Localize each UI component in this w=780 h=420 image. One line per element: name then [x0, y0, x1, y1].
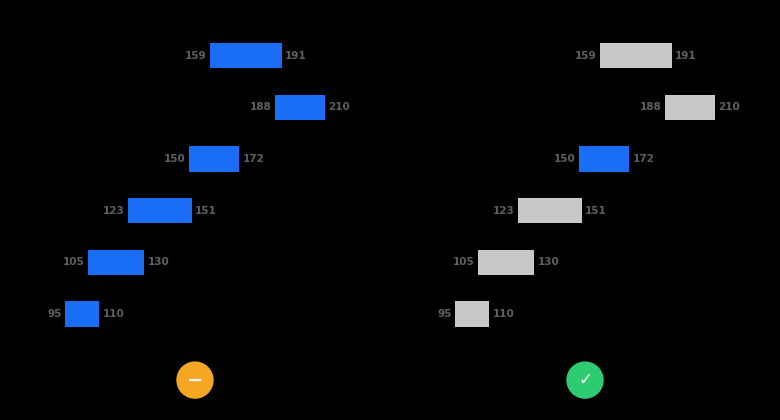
Text: 130: 130: [147, 257, 169, 267]
Text: −: −: [187, 370, 203, 390]
Text: 150: 150: [165, 154, 186, 164]
Text: 191: 191: [675, 50, 697, 60]
Text: 123: 123: [103, 206, 125, 215]
Text: 95: 95: [438, 309, 452, 319]
Text: 110: 110: [492, 309, 514, 319]
Bar: [88, 249, 144, 275]
Text: 105: 105: [62, 257, 84, 267]
Bar: [275, 94, 324, 120]
Bar: [129, 198, 192, 223]
Text: 191: 191: [285, 50, 307, 60]
Bar: [210, 43, 282, 68]
Text: ✓: ✓: [578, 371, 592, 389]
Bar: [580, 146, 629, 172]
Text: 123: 123: [493, 206, 515, 215]
Text: 130: 130: [537, 257, 559, 267]
Bar: [456, 301, 489, 327]
Text: 188: 188: [640, 102, 661, 112]
Text: 151: 151: [585, 206, 607, 215]
Bar: [519, 198, 582, 223]
Text: 110: 110: [102, 309, 124, 319]
Text: 210: 210: [328, 102, 350, 112]
Text: 151: 151: [195, 206, 217, 215]
Bar: [600, 43, 672, 68]
Bar: [665, 94, 714, 120]
Text: 172: 172: [243, 154, 264, 164]
Bar: [66, 301, 99, 327]
Text: 159: 159: [575, 50, 596, 60]
Text: 188: 188: [250, 102, 271, 112]
Text: 105: 105: [452, 257, 474, 267]
Text: 172: 172: [633, 154, 654, 164]
Bar: [478, 249, 534, 275]
Text: 95: 95: [48, 309, 62, 319]
Bar: [190, 146, 239, 172]
Text: 210: 210: [718, 102, 740, 112]
Text: 159: 159: [185, 50, 206, 60]
Text: 150: 150: [555, 154, 576, 164]
